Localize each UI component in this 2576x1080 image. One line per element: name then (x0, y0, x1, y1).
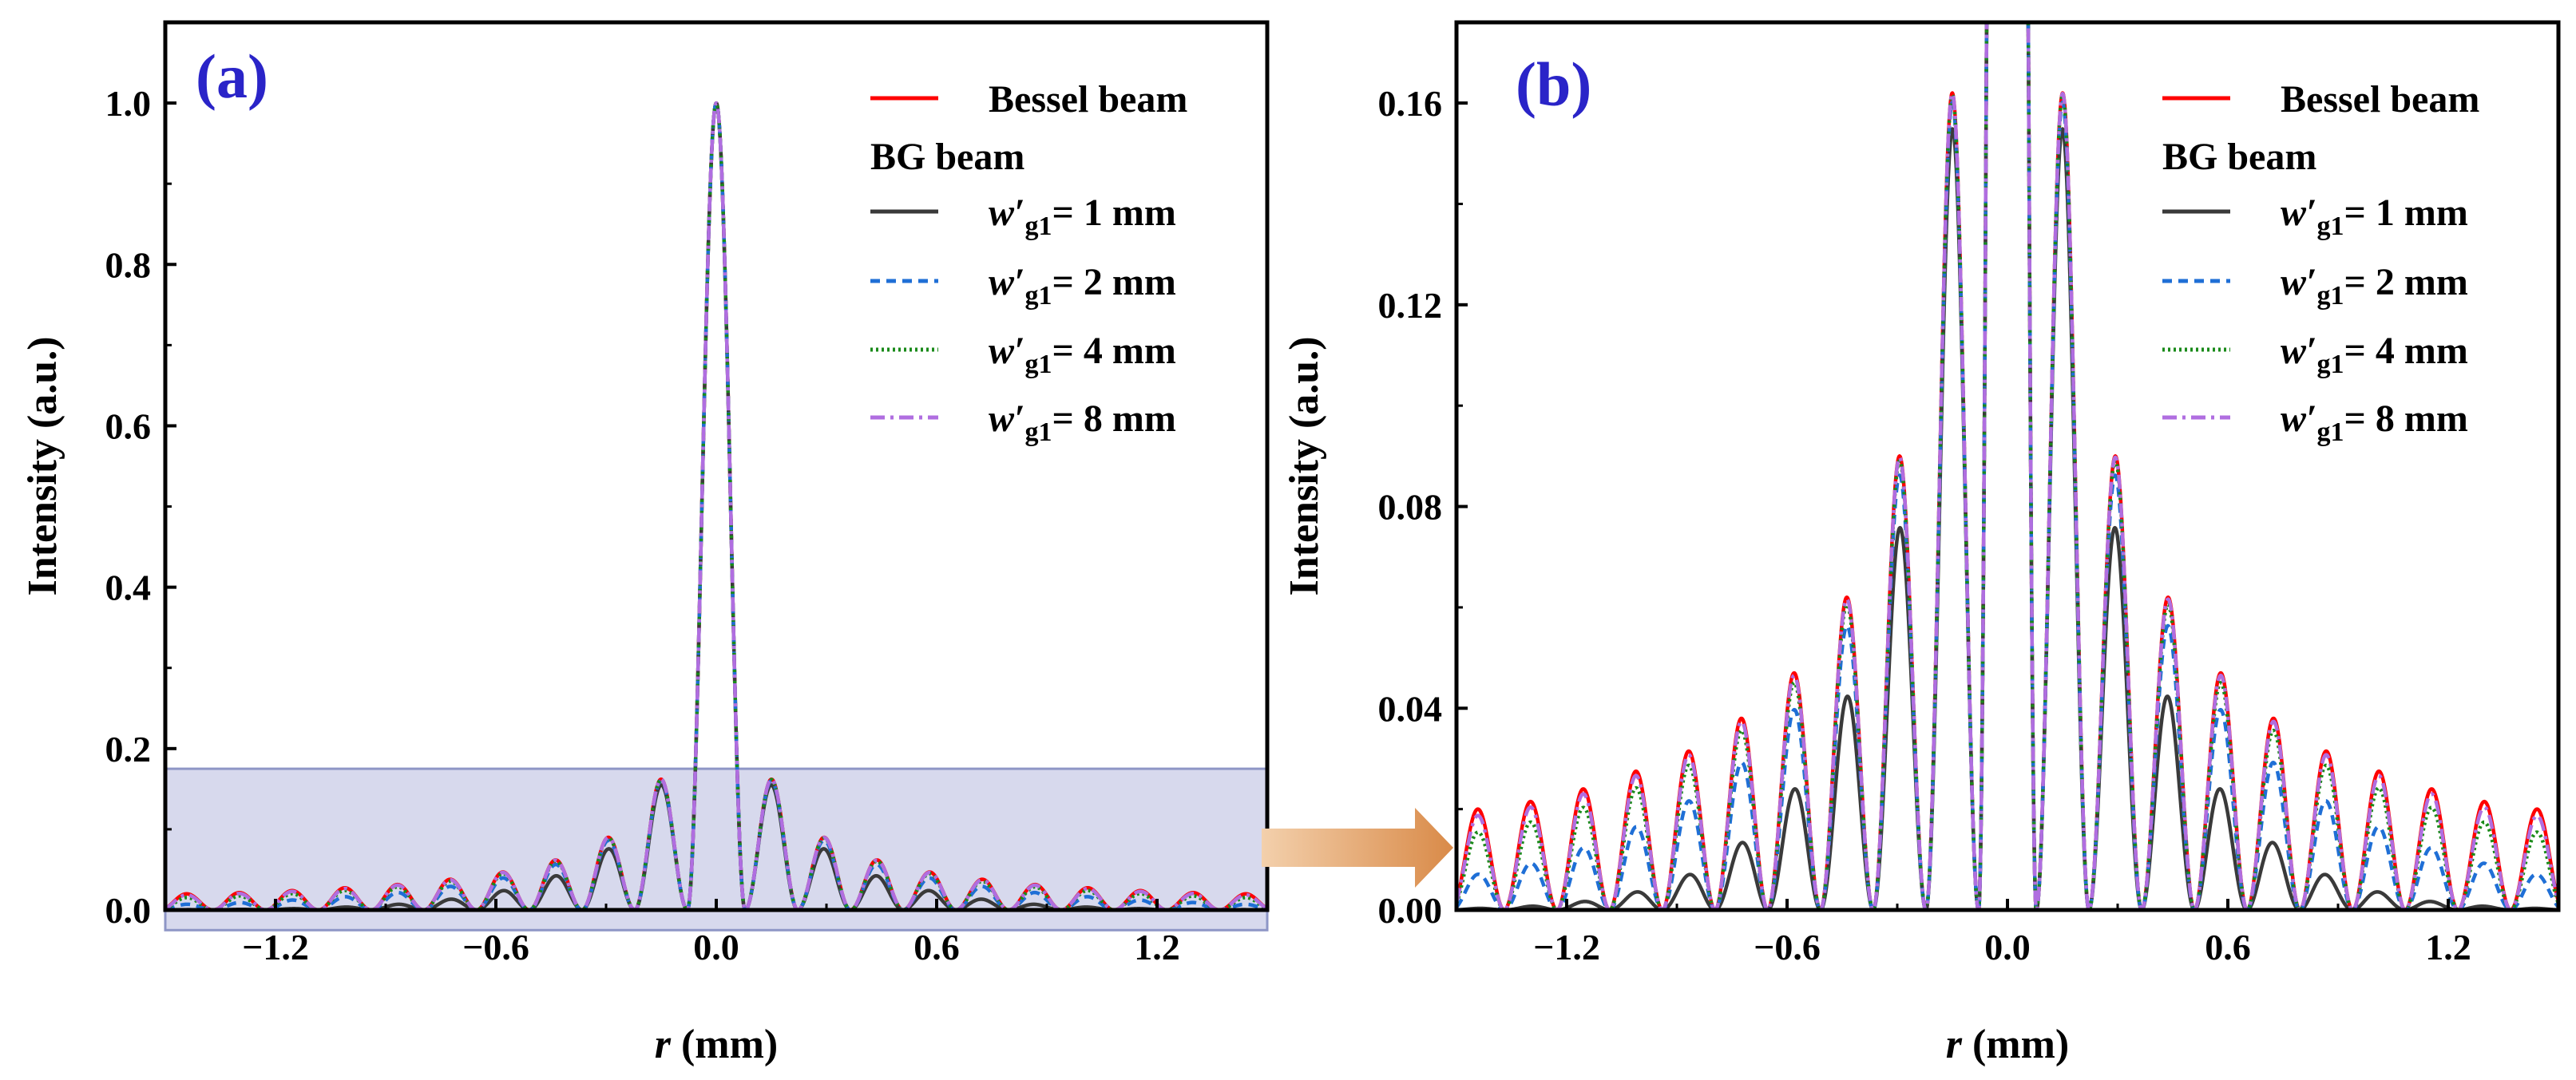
legend-label-w2-b: w′g1= 2 mm (2281, 261, 2468, 311)
series-line-a-2 (165, 101, 1267, 910)
panel-a: −1.2 −0.6 0.0 0.6 1.20.00.20.40.60.81.0 (a) … (20, 20, 1270, 1067)
legend-label-w4: w′g1= 4 mm (989, 330, 1176, 379)
y-tick-label-a-0: 0.0 (105, 890, 152, 931)
y-tick-label-a-5: 1.0 (105, 83, 152, 124)
y-axis-title-a: Intensity (a.u.) (20, 336, 65, 595)
x-tick-label-b-0: −1.2 (1533, 927, 1600, 967)
legend-label-w1: w′g1= 1 mm (989, 192, 1176, 241)
x-tick-label-a-4: 1.2 (1134, 927, 1180, 967)
x-tick-label-b-2: 0.0 (1984, 927, 2031, 967)
legend-header-bg-b: BG beam (2162, 136, 2316, 178)
y-tick-label-a-3: 0.6 (105, 405, 152, 446)
x-tick-label-a-2: 0.0 (693, 927, 739, 967)
curves-a (165, 101, 1267, 910)
legend-label-bessel-b: Bessel beam (2281, 78, 2479, 121)
zoom-arrow (1262, 808, 1453, 888)
x-axis-title-a: r (mm) (655, 1022, 779, 1067)
y-tick-label-b-4: 0.16 (1378, 83, 1443, 124)
y-tick-label-a-4: 0.8 (105, 244, 152, 285)
panel-label-b: (b) (1516, 49, 1591, 119)
x-tick-label-a-0: −1.2 (242, 927, 309, 967)
y-tick-label-a-2: 0.4 (105, 568, 152, 608)
series-line-b-1 (1456, 22, 2558, 910)
legend-header-bg: BG beam (870, 136, 1024, 178)
series-line-b-2 (1456, 22, 2558, 910)
y-tick-label-b-2: 0.08 (1378, 487, 1443, 528)
x-tick-label-b-4: 1.2 (2425, 927, 2471, 967)
legend-a: Bessel beam BG beam w′g1= 1 mm w′g1= 2 m… (870, 78, 1187, 447)
ticks-b: −1.2 −0.6 0.0 0.6 1.2 0.00 0.04 0.08 0.12 0.16 (1378, 83, 2471, 967)
y-tick-label-b-3: 0.12 (1378, 285, 1443, 326)
curves-b (1456, 22, 2558, 910)
legend-label-w2: w′g1= 2 mm (989, 261, 1176, 311)
x-tick-label-a-1: −0.6 (462, 927, 529, 967)
legend-label-w1-b: w′g1= 1 mm (2281, 192, 2468, 241)
plot-frame-b (1454, 20, 2561, 912)
legend-label-w4-b: w′g1= 4 mm (2281, 330, 2468, 379)
x-axis-title-b: r (mm) (1946, 1022, 2070, 1067)
panel-label-a: (a) (196, 42, 268, 111)
x-tick-label-b-3: 0.6 (2205, 927, 2251, 967)
series-line-b-4 (1456, 22, 2558, 910)
legend-label-bessel: Bessel beam (989, 78, 1187, 121)
x-tick-label-a-3: 0.6 (913, 927, 960, 967)
y-tick-label-b-0: 0.00 (1378, 890, 1443, 931)
legend-label-w8: w′g1= 8 mm (989, 398, 1176, 447)
series-line-b-0 (1456, 22, 2558, 910)
legend-label-w8-b: w′g1= 8 mm (2281, 398, 2468, 447)
x-tick-label-b-1: −0.6 (1754, 927, 1821, 967)
series-line-a-4 (165, 101, 1267, 910)
series-line-b-3 (1456, 22, 2558, 910)
y-axis-title-b: Intensity (a.u.) (1282, 336, 1327, 595)
panel-b: −1.2 −0.6 0.0 0.6 1.2 0.00 0.04 0.08 0.12 0.16 (b… (1282, 20, 2561, 1067)
y-tick-label-b-1: 0.04 (1378, 688, 1443, 729)
ticks-a: −1.2 −0.6 0.0 0.6 1.2 0.0 0.2 0.4 0.6 0.8 1.0 (105, 83, 1180, 967)
legend-b: Bessel beam BG beam w′g1= 1 mm w′g1= 2 m… (2162, 78, 2479, 447)
series-line-a-3 (165, 101, 1267, 910)
y-tick-label-a-1: 0.2 (105, 729, 152, 769)
